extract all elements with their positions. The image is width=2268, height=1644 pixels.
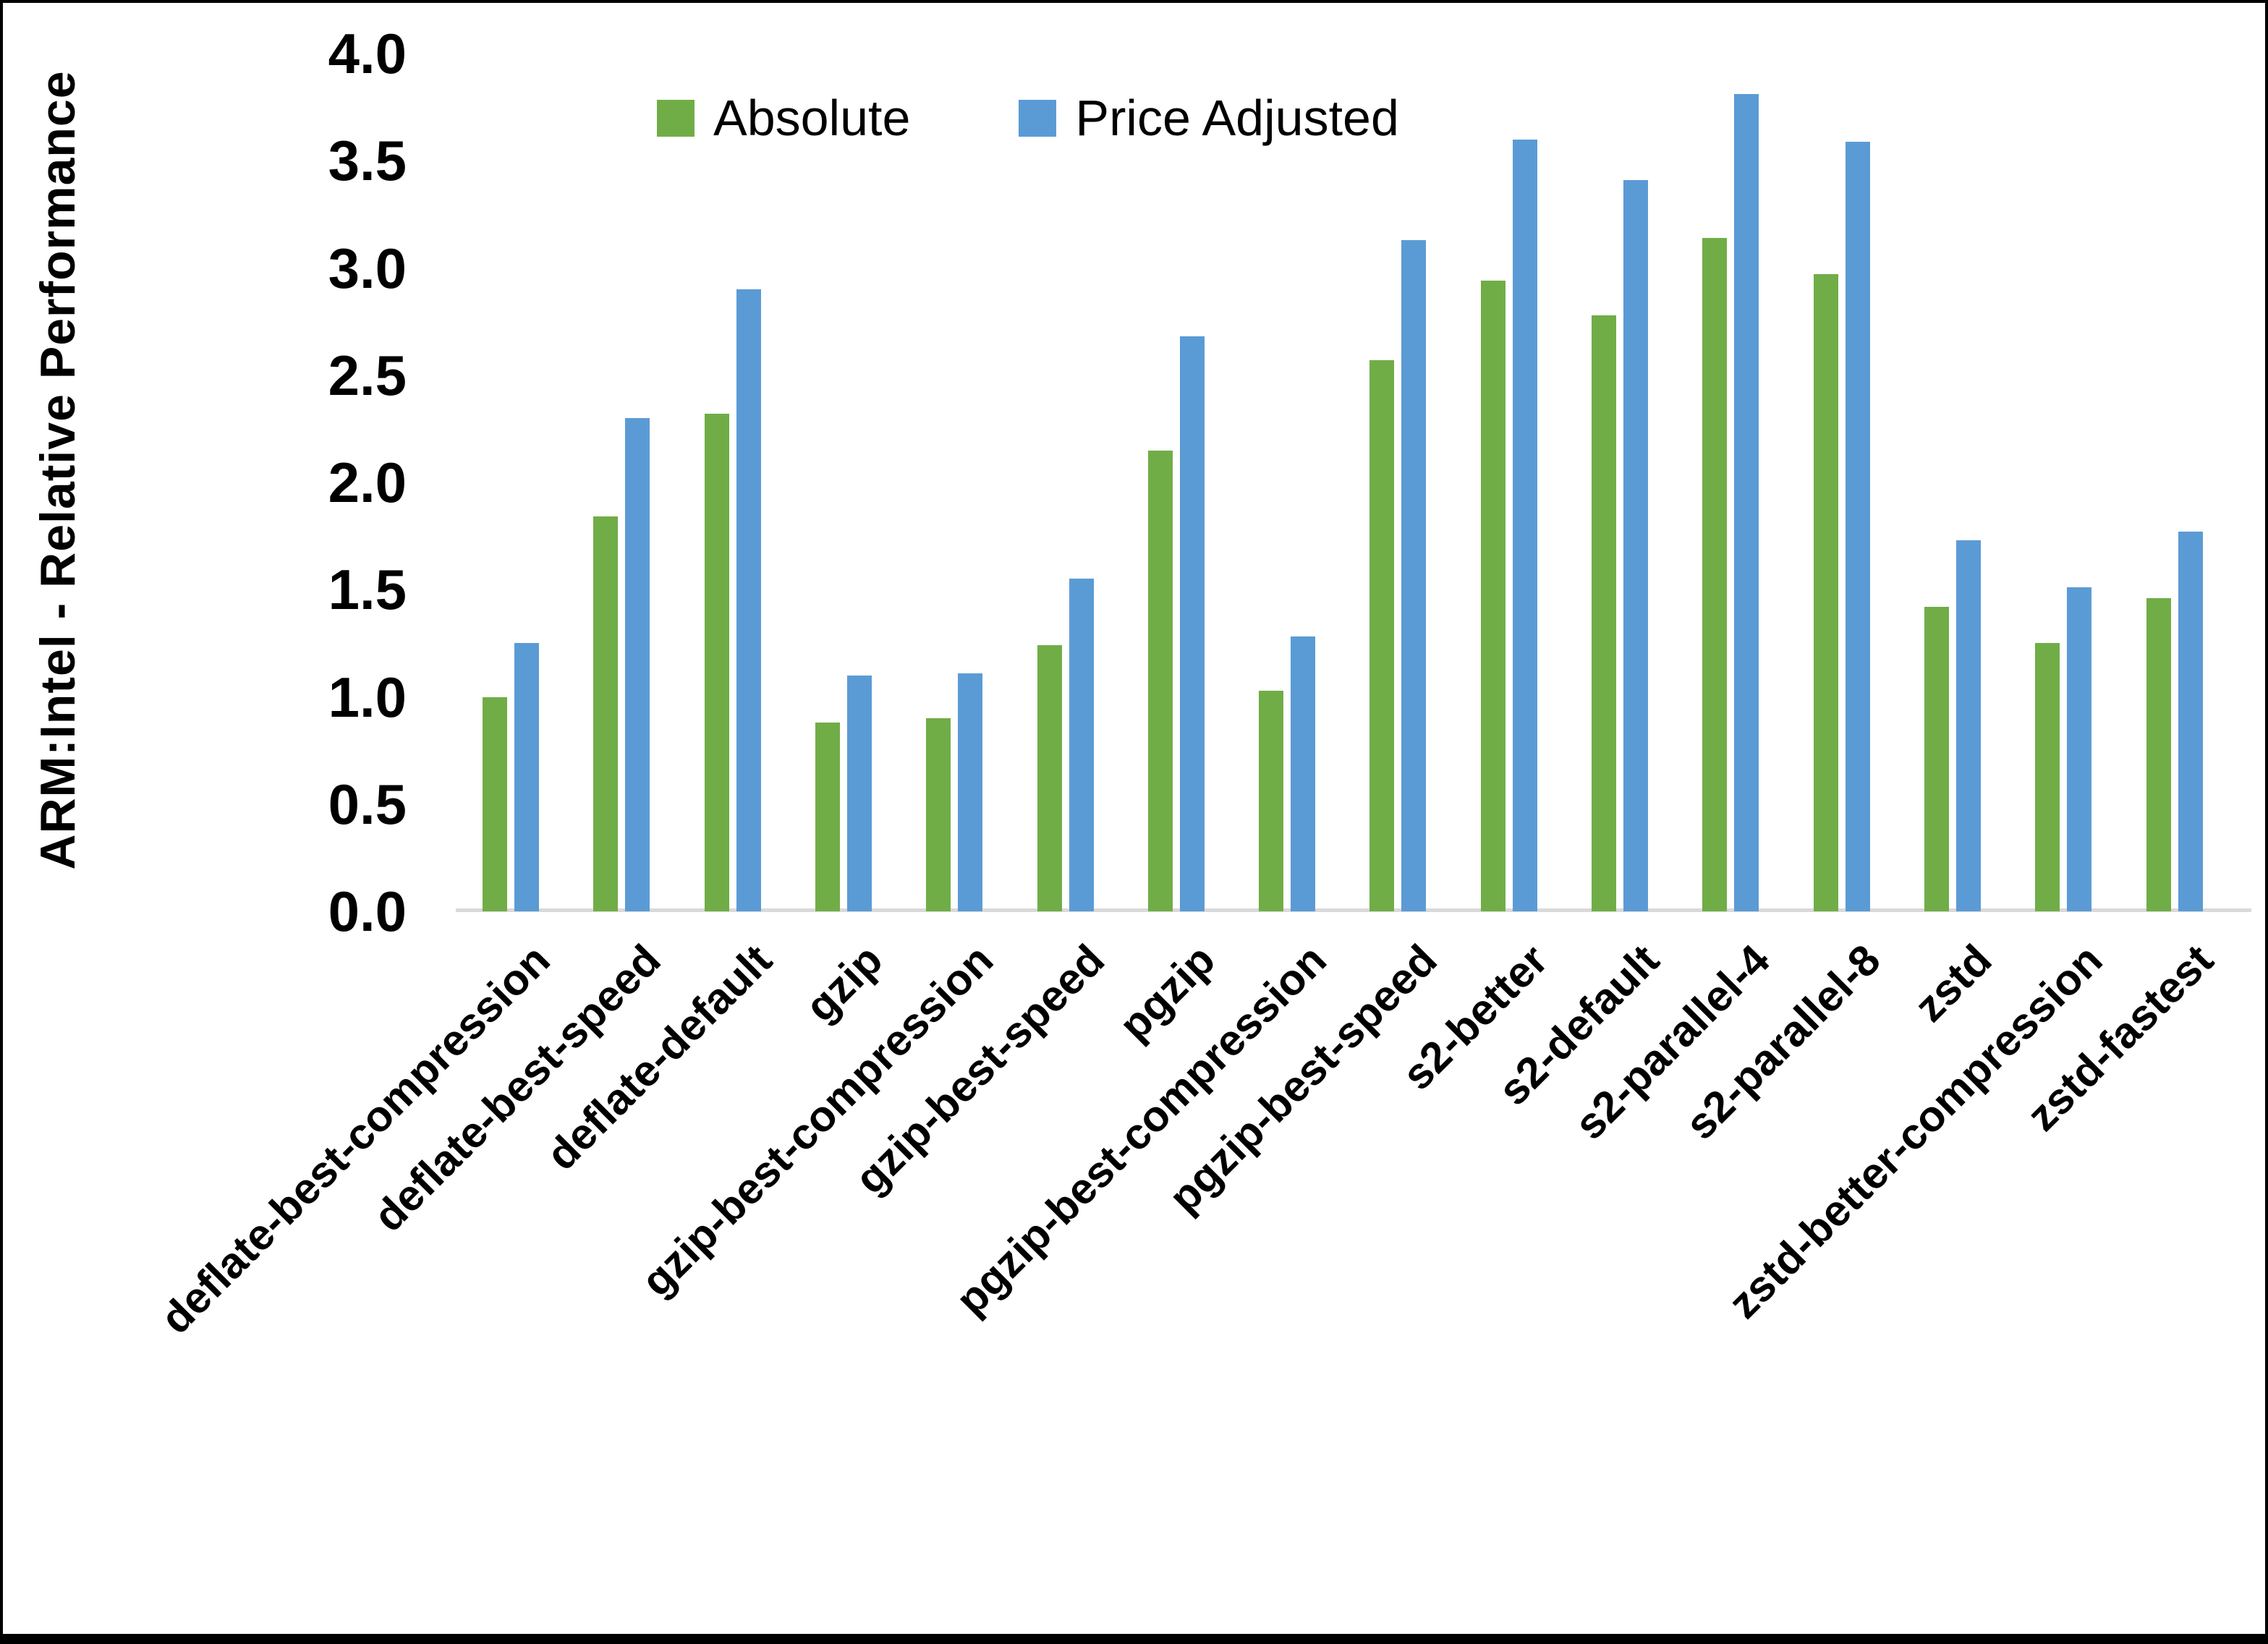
y-tick-label-1.5: 1.5 [328,558,407,622]
bar-absolute-zstd-better-compression [2035,643,2060,911]
bar-absolute-gzip-best-compression [926,718,951,911]
bar-absolute-gzip [815,723,840,911]
bar-price-adjusted-s2-parallel-4 [1734,94,1759,911]
bar-absolute-gzip-best-speed [1037,645,1062,911]
legend: Absolute Price Adjusted [657,93,1399,143]
bar-absolute-pgzip [1147,450,1173,911]
chart-canvas [3,3,2265,1634]
legend-label-absolute: Absolute [713,90,911,146]
legend-swatch-absolute [657,99,695,137]
bar-absolute-s2-better [1480,281,1505,911]
y-tick-label-0.5: 0.5 [328,772,407,836]
y-tick-label-3.0: 3.0 [328,236,407,300]
y-tick-label-2.5: 2.5 [328,343,407,407]
legend-label-price-adjusted: Price Adjusted [1075,90,1399,146]
bar-price-adjusted-gzip [846,675,872,911]
bar-absolute-deflate-default [704,414,729,911]
bar-price-adjusted-gzip-best-speed [1069,579,1094,911]
bar-price-adjusted-zstd [1955,540,1981,911]
bar-absolute-zstd-fastest [2146,598,2171,911]
y-tick-label-2.0: 2.0 [328,451,407,514]
bar-absolute-deflate-best-compression [483,697,507,911]
bar-absolute-s2-parallel-4 [1702,237,1728,911]
bar-price-adjusted-pgzip [1179,336,1205,911]
bar-absolute-zstd [1924,606,1949,911]
bar-price-adjusted-deflate-default [736,289,761,911]
y-tick-label-1.0: 1.0 [328,665,407,729]
y-tick-label-3.5: 3.5 [328,129,407,193]
y-tick-label-4.0: 4.0 [328,22,407,85]
bar-absolute-deflate-best-speed [593,516,619,911]
legend-swatch-price-adjusted [1019,99,1057,137]
bar-price-adjusted-zstd-better-compression [2067,587,2092,911]
bar-price-adjusted-s2-better [1512,139,1537,911]
y-tick-label-0.0: 0.0 [328,880,407,943]
bar-price-adjusted-pgzip-best-speed [1401,239,1427,911]
bar-absolute-s2-default [1592,315,1616,911]
x-axis-line [456,908,2251,912]
bar-price-adjusted-zstd-fastest [2178,532,2203,911]
bar-absolute-pgzip-best-speed [1369,359,1395,911]
y-axis-title: ARM:Intel - Relative Performance [30,70,85,870]
bar-absolute-s2-parallel-8 [1813,274,1838,911]
bar-price-adjusted-gzip-best-compression [958,673,983,911]
bar-price-adjusted-deflate-best-speed [625,418,650,911]
bar-absolute-pgzip-best-compression [1259,690,1284,911]
bar-price-adjusted-s2-default [1623,179,1648,911]
bar-price-adjusted-deflate-best-compression [514,643,539,911]
bar-price-adjusted-pgzip-best-compression [1291,636,1316,911]
bar-price-adjusted-s2-parallel-8 [1845,141,1870,911]
